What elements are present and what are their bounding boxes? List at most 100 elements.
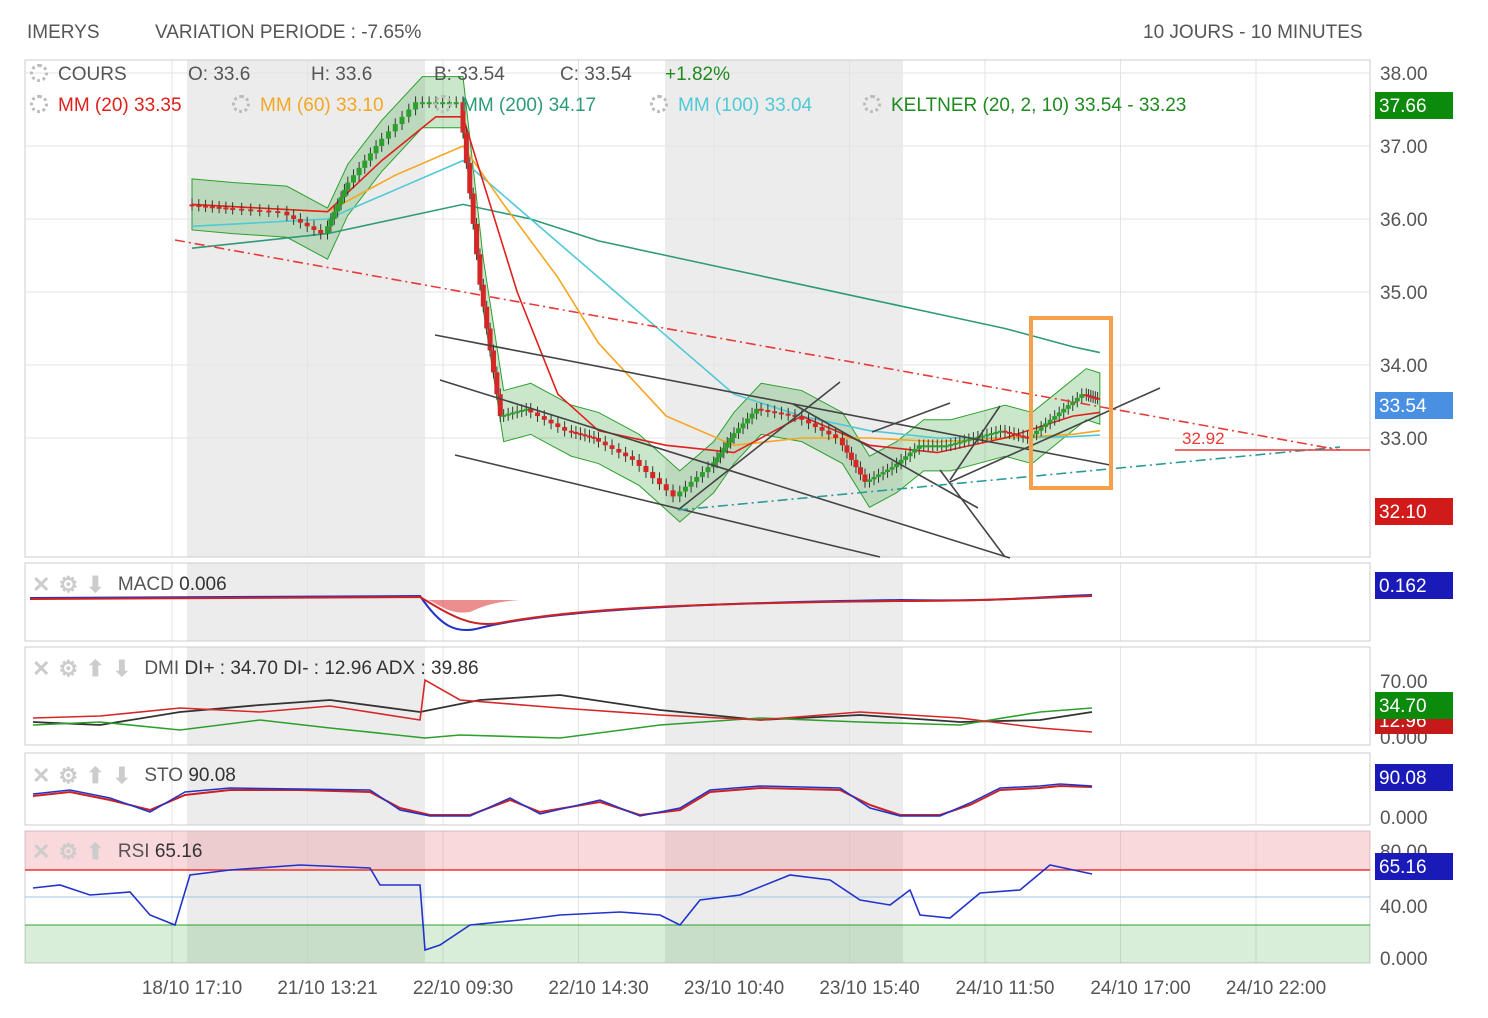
price-panel: 32.92 [174, 76, 1370, 559]
candle [889, 467, 895, 470]
candle [356, 167, 362, 176]
mm20-gear-icon[interactable] [30, 95, 48, 113]
candle [650, 472, 656, 479]
candle [203, 205, 209, 208]
mm200-gear-icon[interactable] [434, 95, 452, 113]
candle [328, 219, 334, 227]
mm60-gear-icon[interactable] [232, 95, 250, 113]
rsi-panel [25, 831, 1370, 963]
candle [484, 306, 490, 329]
candle [754, 408, 760, 414]
rsi-value: 65.16 [154, 841, 203, 862]
candle [362, 160, 368, 168]
legend-low: B: 33.54 [434, 64, 505, 85]
close-icon[interactable]: ✕ [32, 763, 51, 788]
candle [216, 206, 222, 209]
candle [338, 197, 344, 205]
rsi-line [32, 864, 1093, 952]
rsi-tag-bg [1375, 853, 1453, 880]
candle [1002, 430, 1008, 433]
candle [957, 441, 963, 444]
session-shade [187, 563, 425, 641]
session-shade [187, 60, 425, 557]
candle [997, 430, 1003, 433]
candle [867, 479, 872, 482]
candle [311, 226, 317, 230]
candle [616, 448, 622, 453]
arrow-down-icon[interactable]: ⬇ [112, 656, 132, 681]
arrow-up-icon[interactable]: ⬆ [86, 839, 105, 864]
candle [392, 124, 398, 132]
candle [1052, 416, 1058, 420]
trend-line [454, 454, 881, 558]
close-icon[interactable]: ✕ [32, 839, 51, 864]
candle [819, 427, 825, 431]
candle [1038, 427, 1044, 431]
period-selector[interactable]: 10 JOURS - 10 MINUTES [1143, 22, 1363, 43]
cours-gear-icon[interactable] [30, 64, 48, 82]
legend-mm20: MM (20) 33.35 [58, 95, 182, 116]
legend-mm60: MM (60) 33.10 [260, 95, 384, 116]
x-tick-label: 22/10 14:30 [548, 978, 648, 999]
mm100-gear-icon[interactable] [650, 95, 668, 113]
rsi-title: RSI [117, 841, 150, 862]
arrow-up-icon[interactable]: ⬆ [86, 656, 105, 681]
candle [934, 445, 940, 448]
arrow-up-icon[interactable]: ⬆ [86, 763, 105, 788]
trend-line [434, 334, 1111, 466]
legend-keltner: KELTNER (20, 2, 10) 33.54 - 33.23 [891, 95, 1187, 116]
candle [586, 435, 592, 438]
candle [510, 412, 516, 415]
candle [257, 209, 263, 212]
candle [745, 418, 751, 424]
candle [643, 465, 649, 473]
gear-icon[interactable]: ⚙ [58, 839, 79, 864]
candle [406, 109, 412, 117]
candle [943, 445, 949, 448]
candle [373, 146, 379, 154]
candle [460, 102, 466, 133]
candle [1025, 436, 1031, 439]
candle [367, 153, 373, 161]
candle [912, 448, 918, 453]
candle [467, 163, 473, 194]
candle [568, 430, 574, 433]
arrow-down-icon[interactable]: ⬇ [86, 572, 105, 597]
candle [898, 459, 904, 464]
candle [470, 193, 476, 224]
gear-icon[interactable]: ⚙ [58, 656, 79, 681]
keltner-gear-icon[interactable] [863, 95, 881, 113]
sto-slow [32, 784, 1093, 817]
candle [284, 211, 290, 216]
close-icon[interactable]: ✕ [32, 656, 51, 681]
candle [1011, 433, 1017, 436]
candle [541, 416, 547, 420]
panel-frame [24, 752, 1371, 826]
dmi-tag-plus-bg [1375, 692, 1453, 719]
dmi-panel [32, 678, 1093, 739]
sto-tag: 90.08 [1379, 768, 1427, 789]
arrow-down-icon[interactable]: ⬇ [112, 763, 132, 788]
y-tick-label: 35.00 [1380, 283, 1428, 304]
di-plus-line [32, 707, 1093, 739]
candle [903, 456, 909, 460]
candle [721, 447, 727, 453]
trend-line [949, 387, 1161, 483]
legend-high: H: 33.6 [311, 64, 373, 85]
x-tick-label: 24/10 11:50 [956, 978, 1055, 999]
candle [765, 410, 771, 413]
candle [636, 459, 642, 466]
legend-mm100: MM (100) 33.04 [678, 95, 813, 116]
legend-close: C: 33.54 [560, 64, 632, 85]
gear-icon[interactable]: ⚙ [58, 572, 79, 597]
close-icon[interactable]: ✕ [32, 572, 51, 597]
candle [871, 476, 877, 480]
candle [577, 433, 583, 436]
legend-mm200: MM (200) 34.17 [462, 95, 597, 116]
candle [548, 419, 554, 424]
candle [528, 408, 534, 413]
panel-frame [24, 646, 1371, 746]
gear-icon[interactable]: ⚙ [58, 763, 79, 788]
candle [740, 423, 746, 429]
